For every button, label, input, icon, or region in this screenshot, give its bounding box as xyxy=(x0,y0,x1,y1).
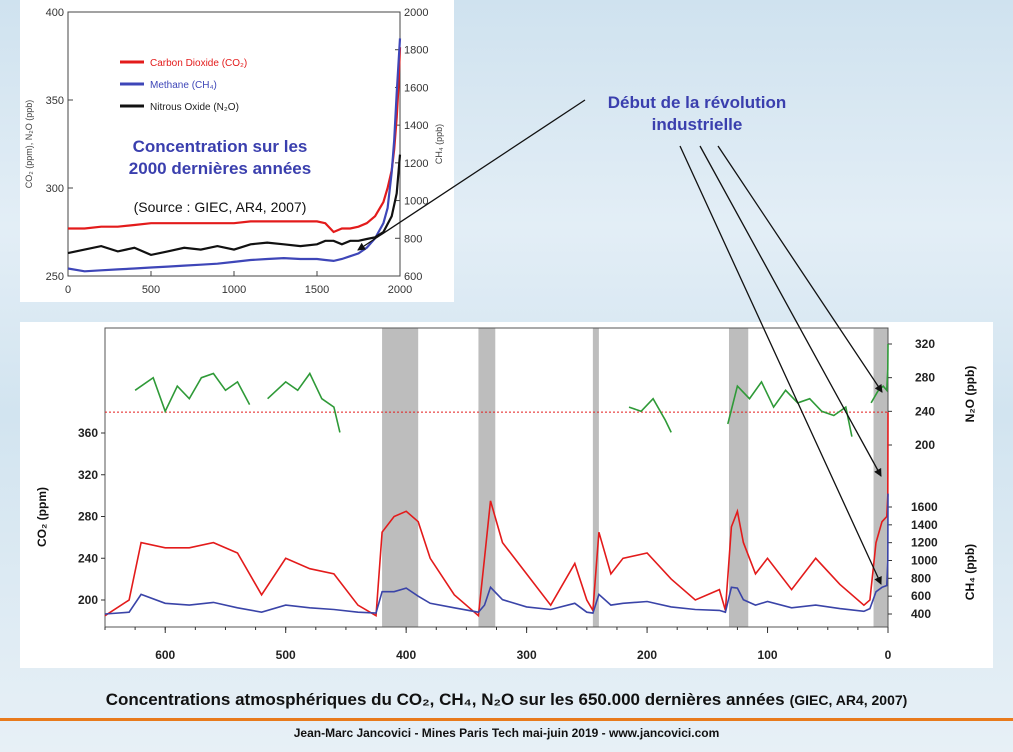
series-line xyxy=(67,154,402,257)
annotation-arrow-to-2000yr xyxy=(357,99,586,251)
ch4-axis-label: CH₄ (ppb) xyxy=(963,544,977,600)
interglacial-band xyxy=(873,328,888,627)
annotation-title-line1: Début de la révolution xyxy=(608,93,787,112)
ch4-tick-label: 1600 xyxy=(911,500,938,514)
series-line-segment xyxy=(267,371,341,433)
annotation-arrow-to-n2o xyxy=(717,145,883,393)
x-tick-label: 400 xyxy=(396,648,416,662)
left-tick-label: 250 xyxy=(46,271,64,283)
interglacial-band xyxy=(382,328,419,627)
annotation-arrow-to-co2 xyxy=(699,145,882,477)
n2o-tick-label: 240 xyxy=(915,404,935,418)
x-tick-label: 300 xyxy=(517,648,537,662)
series-line-segment xyxy=(628,397,672,433)
chart-subtitle: (Source : GIEC, AR4, 2007) xyxy=(134,199,307,215)
co2-tick-label: 360 xyxy=(78,426,98,440)
x-tick-label: 0 xyxy=(65,284,71,296)
right-tick-label: 600 xyxy=(404,271,422,283)
legend-label: Carbon Dioxide (CO₂) xyxy=(150,58,247,69)
x-tick-label: 500 xyxy=(142,284,160,296)
co2-tick-label: 280 xyxy=(78,510,98,524)
ch4-tick-label: 800 xyxy=(911,571,931,585)
left-axis-label: CO₂ (ppm), N₂O (ppb) xyxy=(24,100,34,189)
n2o-tick-label: 320 xyxy=(915,337,935,351)
x-tick-label: 1500 xyxy=(305,284,329,296)
chart-title-line1: Concentration sur les xyxy=(133,137,308,156)
left-tick-label: 400 xyxy=(46,7,64,19)
left-tick-label: 300 xyxy=(46,183,64,195)
x-tick-label: 1000 xyxy=(222,284,246,296)
chart-2000-years: 0 500 1000 1500 2000 250 300 350 400 600 800 1000 12… xyxy=(24,7,444,296)
interglacial-band xyxy=(478,328,496,627)
series-line-segment xyxy=(727,380,853,437)
x-tick-label: 2000 xyxy=(388,284,412,296)
chart-title-line2: 2000 dernières années xyxy=(129,159,311,178)
right-tick-label: 1200 xyxy=(404,158,428,170)
ch4-tick-label: 1200 xyxy=(911,536,938,550)
ch4-tick-label: 1400 xyxy=(911,518,938,532)
ch4-tick-label: 1000 xyxy=(911,554,938,568)
chart-2000-years-panel: 0 500 1000 1500 2000 250 300 350 400 600 800 1000 12… xyxy=(20,0,454,302)
x-tick-label: 500 xyxy=(276,648,296,662)
series-line xyxy=(67,38,402,273)
x-tick-label: 100 xyxy=(758,648,778,662)
legend-label: Nitrous Oxide (N₂O) xyxy=(150,102,239,113)
right-tick-label: 800 xyxy=(404,233,422,245)
ch4-tick-label: 600 xyxy=(911,589,931,603)
annotation-arrow-to-ch4 xyxy=(679,145,882,585)
series-line xyxy=(68,47,402,234)
co2-tick-label: 240 xyxy=(78,551,98,565)
series-line xyxy=(104,493,889,615)
footer-credit: Jean-Marc Jancovici - Mines Paris Tech m… xyxy=(293,726,720,740)
chart-650000-years-panel: 600 500 400 300 200 100 0 200 240 280 320 360 CO₂ (p… xyxy=(20,322,993,668)
footer-divider xyxy=(0,718,1013,721)
right-tick-label: 1800 xyxy=(404,45,428,57)
interglacial-band xyxy=(592,328,599,627)
x-tick-label: 200 xyxy=(637,648,657,662)
x-tick-label: 0 xyxy=(885,648,892,662)
right-axis-label: CH₄ (ppb) xyxy=(434,124,444,164)
left-tick-label: 350 xyxy=(46,95,64,107)
right-tick-label: 2000 xyxy=(404,7,428,19)
caption-source: (GIEC, AR4, 2007) xyxy=(789,692,908,708)
co2-tick-label: 320 xyxy=(78,468,98,482)
annotation-title-line2: industrielle xyxy=(652,115,743,134)
caption-text: Concentrations atmosphériques du CO₂, CH… xyxy=(105,690,785,709)
x-tick-label: 600 xyxy=(155,648,175,662)
right-tick-label: 1000 xyxy=(404,196,428,208)
legend-label: Methane (CH₄) xyxy=(150,80,217,91)
co2-axis-label: CO₂ (ppm) xyxy=(35,487,49,547)
series-line-segment xyxy=(134,372,251,414)
n2o-axis-label: N₂O (ppb) xyxy=(963,366,977,423)
right-tick-label: 1400 xyxy=(404,120,428,132)
co2-tick-label: 200 xyxy=(78,593,98,607)
n2o-tick-label: 200 xyxy=(915,438,935,452)
n2o-tick-label: 280 xyxy=(915,371,935,385)
series-line xyxy=(104,412,889,618)
right-tick-label: 1600 xyxy=(404,82,428,94)
slide-caption: Concentrations atmosphériques du CO₂, CH… xyxy=(0,682,1013,718)
ch4-tick-label: 400 xyxy=(911,607,931,621)
